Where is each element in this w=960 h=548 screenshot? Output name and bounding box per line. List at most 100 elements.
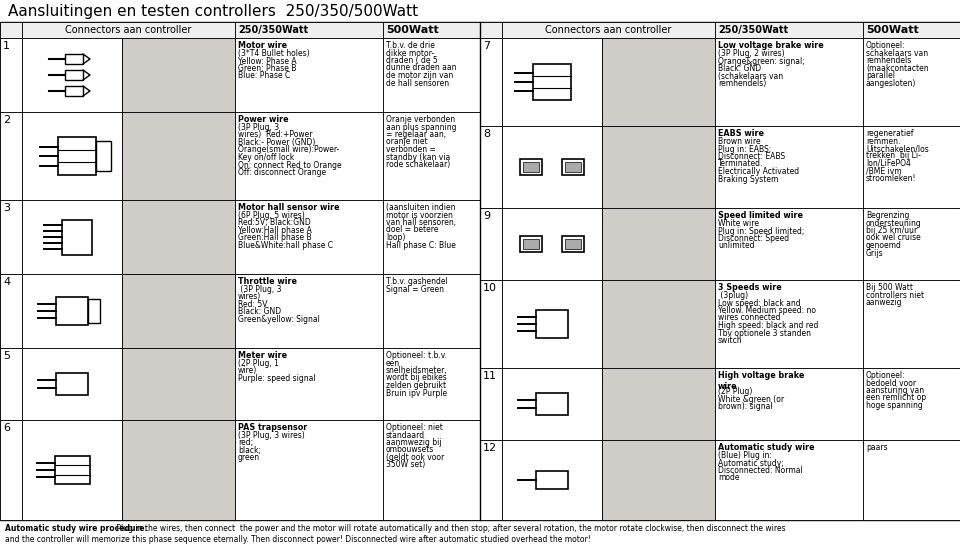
Text: 11: 11 [483, 371, 497, 381]
Text: stroomleken!: stroomleken! [866, 174, 917, 183]
Text: 6: 6 [3, 423, 10, 433]
Bar [383, 420, 480, 520]
Bar [62, 220, 92, 254]
Text: standby (kan via: standby (kan via [386, 152, 450, 162]
Text: Disconnected: Normal: Disconnected: Normal [718, 466, 803, 475]
Text: wires): wires) [238, 293, 261, 301]
Text: Plug in: Speed limited;: Plug in: Speed limited; [718, 226, 804, 236]
Bar [502, 22, 715, 38]
Text: Key on/off lock: Key on/off lock [238, 153, 295, 162]
Bar [88, 299, 100, 323]
Text: 5: 5 [3, 351, 10, 361]
Bar [863, 126, 960, 208]
Bar [523, 162, 539, 172]
Text: switch: switch [718, 336, 743, 345]
Text: Yellow: Phase A: Yellow: Phase A [238, 56, 297, 66]
Bar [235, 200, 383, 274]
Text: ondersteuning: ondersteuning [866, 219, 922, 227]
Text: bedoeld voor: bedoeld voor [866, 379, 916, 387]
Text: 500Watt: 500Watt [866, 25, 919, 35]
Bar [0, 200, 22, 274]
Text: standaard: standaard [386, 431, 425, 439]
Bar [22, 200, 122, 274]
Bar [65, 70, 83, 80]
Text: ook wel cruise: ook wel cruise [866, 233, 921, 243]
Text: hoge spanning: hoge spanning [866, 401, 923, 410]
Text: Green&yellow: Signal: Green&yellow: Signal [238, 315, 320, 324]
Text: /BME ivm: /BME ivm [866, 167, 901, 175]
Text: Red:5V; Black:GND: Red:5V; Black:GND [238, 219, 311, 227]
Text: dikke motor-: dikke motor- [386, 49, 434, 58]
Text: paars: paars [866, 443, 888, 452]
Text: Begrenzing: Begrenzing [866, 211, 909, 220]
Text: aanwezig: aanwezig [866, 298, 902, 307]
Text: Motor hall sensor wire: Motor hall sensor wire [238, 203, 340, 212]
Bar [536, 393, 568, 415]
Text: Tbv optionele 3 standen: Tbv optionele 3 standen [718, 328, 811, 338]
Text: wires)  Red:+Power: wires) Red:+Power [238, 130, 313, 140]
Text: Aansluitingen en testen controllers  250/350/500Watt: Aansluitingen en testen controllers 250/… [8, 4, 419, 19]
Bar [602, 368, 715, 440]
Text: wire): wire) [238, 367, 257, 375]
Text: (3P Plug, 3: (3P Plug, 3 [238, 285, 281, 294]
Text: Throttle wire: Throttle wire [238, 277, 297, 286]
Text: Low speed: black and: Low speed: black and [718, 299, 801, 307]
Bar [602, 208, 715, 280]
Text: een remlicht op: een remlicht op [866, 393, 926, 402]
Text: Brown wire: Brown wire [718, 137, 760, 146]
Bar [65, 54, 83, 64]
Text: 9: 9 [483, 211, 491, 221]
Text: Green:Hall phase B: Green:Hall phase B [238, 233, 312, 243]
Bar [235, 420, 383, 520]
Text: Blue&White:hall phase C: Blue&White:hall phase C [238, 241, 333, 250]
Text: regeneratief: regeneratief [866, 129, 914, 138]
Text: aanmwezig bij: aanmwezig bij [386, 438, 442, 447]
Bar [96, 141, 111, 171]
Text: remmen.: remmen. [866, 136, 900, 146]
Bar [863, 280, 960, 368]
Bar [0, 274, 22, 348]
Bar [65, 86, 83, 96]
Bar [863, 208, 960, 280]
Text: zelden gebruikt: zelden gebruikt [386, 381, 446, 390]
Text: Grijs: Grijs [866, 248, 883, 258]
Text: red;: red; [238, 438, 253, 448]
Text: Plug in: EABS;: Plug in: EABS; [718, 145, 771, 153]
Bar [523, 239, 539, 249]
Text: 1: 1 [3, 41, 10, 51]
Text: 10: 10 [483, 283, 497, 293]
Bar [480, 38, 502, 126]
Text: Connectors aan controller: Connectors aan controller [65, 25, 192, 35]
Bar [502, 368, 602, 440]
Text: ombouwsets: ombouwsets [386, 446, 434, 454]
Text: Disconnect: Speed: Disconnect: Speed [718, 234, 789, 243]
Text: aansturing van: aansturing van [866, 386, 924, 395]
Text: Yellow. Medium speed: no: Yellow. Medium speed: no [718, 306, 816, 315]
Bar [715, 368, 863, 440]
Bar [715, 208, 863, 280]
Text: 3: 3 [3, 203, 10, 213]
Text: Optioneel: niet: Optioneel: niet [386, 423, 443, 432]
Bar [715, 280, 863, 368]
Bar [0, 38, 22, 112]
Bar [383, 112, 480, 200]
Text: 350W set): 350W set) [386, 460, 425, 470]
Text: Ion/LiFePO4: Ion/LiFePO4 [866, 159, 911, 168]
Text: Signal = Green: Signal = Green [386, 284, 444, 294]
Text: Meter wire: Meter wire [238, 351, 287, 360]
Bar [502, 38, 602, 126]
Bar [480, 208, 502, 280]
Text: Automatic study wire: Automatic study wire [718, 443, 815, 452]
Text: (3*Τ4 Bullet holes): (3*Τ4 Bullet holes) [238, 49, 310, 58]
Text: (schakelaars van: (schakelaars van [718, 71, 783, 81]
Text: Automatic study;: Automatic study; [718, 459, 783, 467]
Text: motor is voorzien: motor is voorzien [386, 210, 453, 220]
Text: mode: mode [718, 473, 739, 482]
Bar [602, 126, 715, 208]
Text: oranje niet: oranje niet [386, 138, 427, 146]
Text: Plug in the wires, then connect  the power and the motor will rotate automatical: Plug in the wires, then connect the powe… [113, 524, 785, 533]
Bar [22, 420, 122, 520]
Text: PAS trapsensor: PAS trapsensor [238, 423, 307, 432]
Bar [715, 38, 863, 126]
Text: Green: Phase B: Green: Phase B [238, 64, 297, 73]
